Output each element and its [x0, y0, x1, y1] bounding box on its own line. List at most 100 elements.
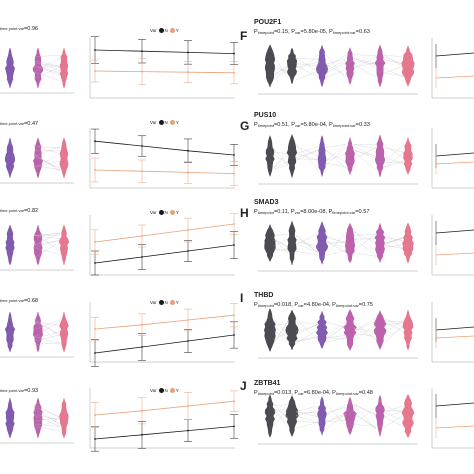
violin-left	[59, 397, 69, 439]
paired-connector	[353, 231, 377, 244]
left-stat-value: =0.68	[24, 298, 39, 304]
violin-right	[402, 309, 414, 351]
violin-right	[374, 134, 386, 178]
paired-connector	[33, 334, 61, 342]
paired-connector	[383, 56, 405, 65]
series-line-y	[94, 314, 235, 330]
paired-connector	[33, 146, 61, 157]
paired-connector	[295, 150, 319, 161]
paired-connector	[33, 240, 61, 245]
paired-connector	[273, 321, 289, 343]
gene-label-i: THBD	[254, 292, 274, 299]
paired-connector	[353, 144, 377, 149]
paired-connector	[383, 161, 405, 168]
paired-connector	[273, 403, 289, 420]
paired-connector	[353, 252, 377, 257]
paired-connector	[33, 423, 61, 427]
cutoff-line-n	[435, 52, 474, 57]
paired-connector	[33, 62, 61, 67]
paired-connector	[353, 238, 377, 240]
series-line-n	[94, 140, 235, 156]
paired-connector	[295, 324, 319, 335]
paired-connector	[325, 69, 347, 78]
paired-connector	[33, 417, 61, 431]
left-stat-value: =0.93	[24, 388, 39, 394]
sub-interaction: timepoint:var	[332, 30, 356, 35]
paired-connector	[295, 62, 319, 68]
paired-connector	[33, 320, 61, 336]
stats-f: Ptimepoint=0.15, Pvar=5.80e-05, Ptimepoi…	[254, 29, 370, 35]
paired-connector	[33, 66, 61, 69]
data-point	[187, 319, 189, 321]
violin-left	[5, 47, 15, 89]
data-point	[141, 346, 143, 348]
legend-dot-y	[169, 300, 175, 306]
paired-connector	[33, 406, 61, 418]
paired-connector	[325, 61, 347, 74]
data-point	[187, 405, 189, 407]
paired-connector	[353, 412, 377, 429]
data-point	[187, 429, 189, 432]
left-stat-value: =0.47	[24, 121, 39, 127]
paired-connector	[383, 245, 405, 248]
paired-connector	[383, 405, 405, 414]
paired-connector	[273, 68, 289, 78]
legend-title: Var	[150, 300, 157, 305]
legend-label-n: N	[164, 210, 168, 215]
paired-connector	[383, 411, 405, 422]
violin-right	[403, 136, 413, 175]
paired-connector	[295, 71, 319, 80]
violin-right	[264, 223, 276, 262]
paired-connector	[295, 241, 319, 246]
paired-connector	[273, 320, 289, 344]
paired-connector	[383, 320, 405, 323]
series-line-y	[94, 400, 235, 416]
paired-connector	[33, 65, 61, 74]
legend-label-y: Y	[175, 120, 179, 125]
paired-connector	[383, 54, 405, 69]
paired-connector	[273, 148, 289, 165]
paired-connector	[383, 245, 405, 249]
paired-connector	[33, 60, 61, 67]
paired-connector	[273, 408, 289, 412]
legend-dot-n	[158, 388, 164, 394]
paired-connector	[295, 415, 319, 424]
sub-interaction: timepoint:var	[335, 303, 359, 308]
violin-left	[4, 137, 16, 179]
violin-right	[343, 396, 357, 436]
p-timepoint: 0.11	[277, 209, 288, 215]
paired-connector	[33, 321, 61, 326]
legend-label-n: N	[164, 28, 168, 33]
sub-var: var	[298, 391, 304, 396]
paired-connector	[33, 154, 61, 170]
paired-connector	[325, 323, 347, 342]
panel-letter-h: H	[240, 206, 249, 220]
violin-right	[345, 136, 355, 176]
paired-connector	[383, 318, 405, 327]
violin-right	[315, 310, 329, 350]
paired-connector	[353, 327, 377, 340]
legend-row1: Var N Y	[150, 28, 179, 34]
violin-left	[5, 397, 15, 439]
paired-connector	[295, 57, 319, 72]
paired-connector	[383, 237, 405, 241]
legend-title: Var	[150, 28, 157, 33]
left-stat-sub: time point:var	[0, 388, 25, 393]
data-point	[233, 172, 235, 175]
gene-label-j: ZBTB41	[254, 380, 281, 387]
violin-right	[344, 222, 356, 264]
violin-left	[33, 224, 43, 266]
paired-connector	[295, 405, 319, 412]
data-point	[141, 256, 143, 258]
paired-connector	[325, 64, 347, 76]
violin-right	[374, 222, 386, 264]
left-stat-value: =0.96	[24, 26, 39, 32]
paired-connector	[295, 337, 319, 342]
data-point	[141, 145, 143, 147]
paired-connector	[325, 144, 347, 162]
paired-connector	[33, 417, 61, 422]
violin-right	[286, 47, 298, 85]
violin-right	[373, 310, 387, 350]
paired-connector	[273, 65, 289, 76]
paired-connector	[273, 70, 289, 80]
